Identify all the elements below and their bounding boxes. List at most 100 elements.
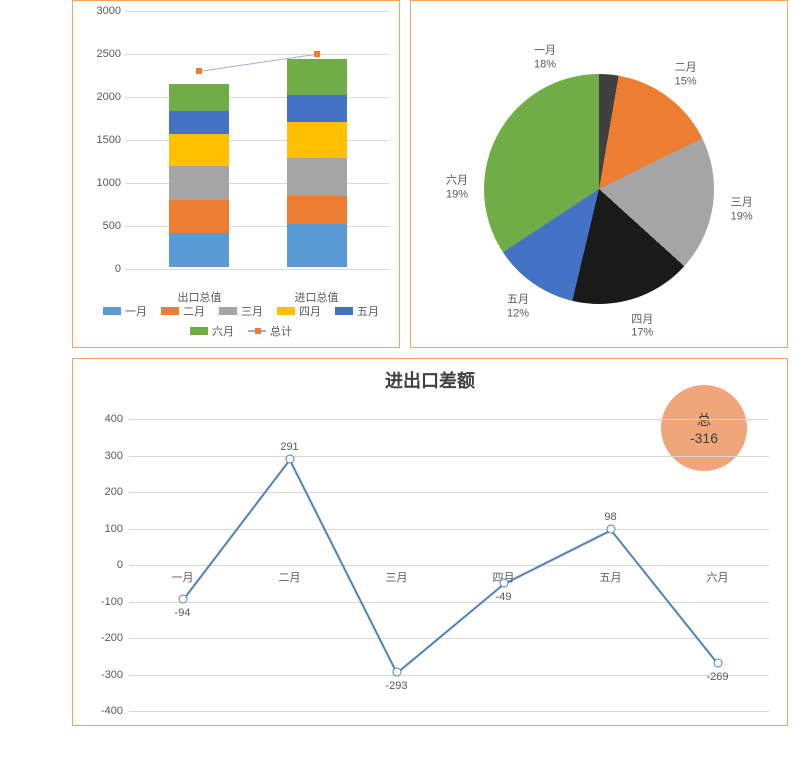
line-gridline — [129, 565, 769, 566]
legend-item: 一月 — [103, 303, 147, 319]
bar-gridline — [125, 183, 389, 184]
line-gridline — [129, 638, 769, 639]
bar-segment — [169, 134, 229, 166]
line-ytick: 0 — [81, 559, 123, 571]
page: 050010001500200025003000 出口总值进口总值 一月二月三月… — [0, 0, 800, 757]
line-value-label: -293 — [385, 680, 407, 692]
pie-slice-label: 五月12% — [507, 293, 529, 321]
line-segment — [396, 583, 504, 673]
bar-segment — [169, 84, 229, 112]
bar-column — [169, 9, 229, 267]
legend-item: 总计 — [248, 323, 292, 339]
bar-segment — [169, 233, 229, 267]
line-gridline — [129, 711, 769, 712]
legend-swatch — [190, 327, 208, 335]
legend-label: 二月 — [183, 303, 205, 319]
bar-ytick: 500 — [81, 220, 121, 232]
line-marker — [178, 595, 187, 604]
bar-segment — [287, 59, 347, 95]
line-panel: 进出口差额 总 -316 -400-300-200-10001002003004… — [72, 358, 788, 726]
totals-marker — [314, 51, 320, 57]
pie-slice-label: 二月15% — [675, 62, 697, 90]
line-marker — [285, 454, 294, 463]
bar-gridline — [125, 140, 389, 141]
bar-segment — [287, 196, 347, 224]
legend-swatch — [335, 307, 353, 315]
bar-ytick: 3000 — [81, 5, 121, 17]
line-xlabel: 三月 — [386, 569, 408, 585]
line-chart-title: 进出口差额 — [73, 367, 787, 393]
legend-swatch — [161, 307, 179, 315]
line-gridline — [129, 456, 769, 457]
bar-segment — [169, 166, 229, 200]
bar-segment — [287, 158, 347, 196]
line-ytick: 300 — [81, 450, 123, 462]
line-ytick: 200 — [81, 486, 123, 498]
line-marker — [713, 659, 722, 668]
legend-label: 五月 — [357, 303, 379, 319]
line-ytick: -300 — [81, 669, 123, 681]
legend-item: 三月 — [219, 303, 263, 319]
line-value-label: -94 — [175, 607, 191, 619]
legend-label: 一月 — [125, 303, 147, 319]
line-gridline — [129, 492, 769, 493]
pie-panel: 一月18% 二月15% 三月19% 四月17% 五月12% 六月19% — [410, 0, 788, 348]
line-value-label: 98 — [604, 511, 616, 523]
bar-ytick: 1000 — [81, 177, 121, 189]
line-xlabel: 六月 — [707, 569, 729, 585]
line-ytick: -100 — [81, 596, 123, 608]
bar-legend: 一月 二月 三月四月 五月六月 总计 — [93, 303, 389, 339]
bar-segment — [287, 95, 347, 122]
line-xlabel: 五月 — [600, 569, 622, 585]
legend-label: 六月 — [212, 323, 234, 339]
line-xlabel: 二月 — [279, 569, 301, 585]
line-value-label: -269 — [706, 671, 728, 683]
bar-plot-area: 050010001500200025003000 — [125, 11, 389, 267]
legend-label: 三月 — [241, 303, 263, 319]
bar-gridline — [125, 11, 389, 12]
line-gridline — [129, 602, 769, 603]
line-gridline — [129, 529, 769, 530]
line-ytick: -400 — [81, 705, 123, 717]
legend-swatch — [219, 307, 237, 315]
pie-slice-label: 三月19% — [731, 196, 753, 224]
line-marker — [499, 578, 508, 587]
stacked-bar-panel: 050010001500200025003000 出口总值进口总值 一月二月三月… — [72, 0, 400, 348]
legend-item: 二月 — [161, 303, 205, 319]
pie-slice-label: 六月19% — [446, 174, 468, 202]
pie-slice-label: 一月18% — [534, 44, 556, 72]
bar-ytick: 2500 — [81, 48, 121, 60]
line-ytick: 100 — [81, 523, 123, 535]
line-ytick: -200 — [81, 632, 123, 644]
legend-label: 总计 — [270, 323, 292, 339]
line-marker — [606, 525, 615, 534]
bar-segment — [169, 200, 229, 233]
line-value-label: 291 — [280, 441, 298, 453]
bar-ytick: 0 — [81, 263, 121, 275]
line-xlabel: 一月 — [172, 569, 194, 585]
line-gridline — [129, 675, 769, 676]
legend-swatch — [103, 307, 121, 315]
bar-gridline — [125, 226, 389, 227]
bar-gridline — [125, 54, 389, 55]
line-value-label: -49 — [496, 591, 512, 603]
legend-item: 四月 — [277, 303, 321, 319]
pie-slice-label: 四月17% — [631, 313, 653, 341]
legend-swatch — [277, 307, 295, 315]
line-gridline — [129, 419, 769, 420]
totals-marker — [196, 68, 202, 74]
bar-segment — [169, 111, 229, 133]
bar-gridline — [125, 97, 389, 98]
bar-ytick: 2000 — [81, 91, 121, 103]
line-plot-area: -400-300-200-1000100200300400一月二月三月四月五月六… — [129, 419, 769, 709]
legend-line-icon — [248, 330, 266, 332]
line-ytick: 400 — [81, 413, 123, 425]
line-segment — [182, 459, 290, 600]
pie-labels: 一月18% 二月15% 三月19% 四月17% 五月12% 六月19% — [411, 1, 787, 347]
line-marker — [392, 667, 401, 676]
legend-item: 五月 — [335, 303, 379, 319]
bar-segment — [287, 224, 347, 267]
bar-ytick: 1500 — [81, 134, 121, 146]
bar-column — [287, 9, 347, 267]
bar-gridline — [125, 269, 389, 270]
